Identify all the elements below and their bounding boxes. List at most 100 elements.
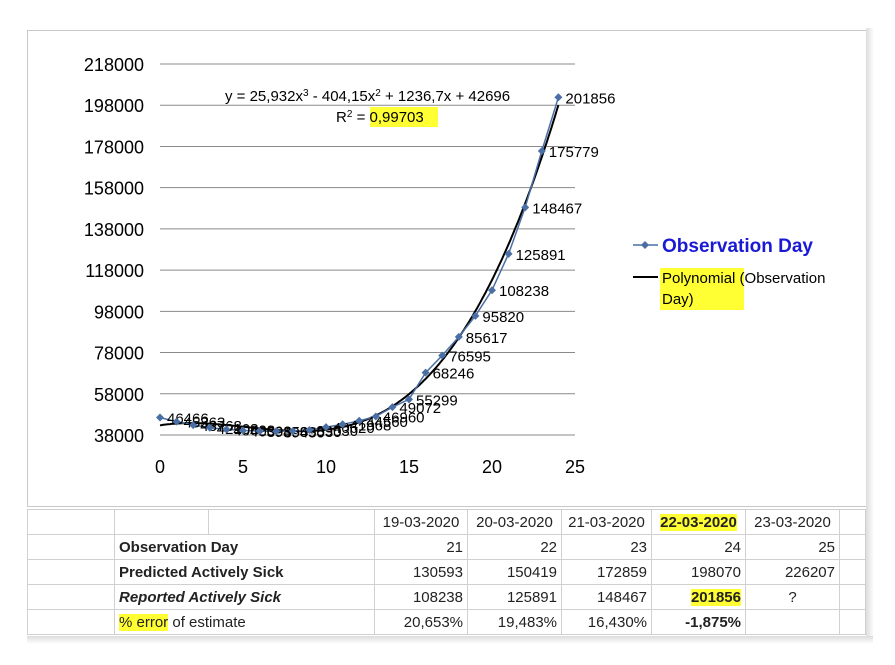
value-cell[interactable]: 19,483% — [467, 609, 562, 635]
data-label: 49072 — [399, 400, 441, 417]
value-cell[interactable]: 23 — [561, 534, 652, 560]
chart-svg: 38000 58000 78000 98000 118000 138000 158000 17… — [84, 55, 826, 477]
data-point — [156, 413, 164, 422]
value-cell-highlighted[interactable]: 201856 — [651, 584, 746, 610]
x-tick-label: 10 — [316, 457, 336, 477]
data-label: 148467 — [532, 200, 582, 217]
trendline-equation: y = 25,932x3 - 404,15x2 + 1236,7x + 4269… — [225, 88, 510, 106]
data-point — [471, 311, 480, 320]
y-tick-label: 78000 — [94, 344, 144, 364]
data-point — [272, 427, 281, 436]
data-label: 85617 — [466, 330, 508, 347]
value-cell[interactable]: 22 — [467, 534, 562, 560]
value-cell[interactable]: 150419 — [467, 559, 562, 585]
row-label[interactable]: Reported Actively Sick — [114, 584, 375, 610]
y-tick-label: 58000 — [94, 385, 144, 405]
sheet-shadow — [27, 636, 873, 644]
x-tick-label: 15 — [399, 457, 419, 477]
table-row-predicted: Predicted Actively Sick 130593 150419 17… — [27, 559, 866, 585]
data-table: 19-03-2020 20-03-2020 21-03-2020 22-03-2… — [27, 509, 866, 635]
legend-entry-trend-line2: Day) — [662, 291, 694, 308]
legend-entry-series: Observation Day — [662, 236, 813, 257]
date-cell[interactable]: 23-03-2020 — [745, 509, 840, 535]
value-cell[interactable]: 108238 — [374, 584, 468, 610]
date-cell[interactable]: 20-03-2020 — [467, 509, 562, 535]
legend-entry-trend: Polynomial (Observation — [662, 270, 825, 287]
data-label: 55299 — [416, 392, 458, 409]
data-label: 175779 — [549, 144, 599, 161]
value-cell[interactable]: 16,430% — [561, 609, 652, 635]
y-tick-label: 158000 — [84, 179, 144, 199]
x-tick-label: 20 — [482, 457, 502, 477]
y-tick-label: 178000 — [84, 137, 144, 157]
x-tick-label: 25 — [565, 457, 585, 477]
data-point — [189, 421, 198, 430]
data-label: 95820 — [482, 309, 524, 326]
data-point — [454, 332, 463, 341]
value-cell[interactable]: 130593 — [374, 559, 468, 585]
value-cell[interactable]: 172859 — [561, 559, 652, 585]
data-point — [288, 426, 297, 435]
value-cell[interactable]: 24 — [651, 534, 746, 560]
table-row-dates: 19-03-2020 20-03-2020 21-03-2020 22-03-2… — [27, 509, 866, 535]
value-cell[interactable] — [745, 609, 840, 635]
value-cell[interactable]: 198070 — [651, 559, 746, 585]
value-cell[interactable]: 226207 — [745, 559, 840, 585]
data-label: 42108 — [217, 421, 259, 438]
data-point — [504, 249, 513, 258]
trendline-polynomial — [159, 104, 560, 432]
data-point — [405, 395, 413, 404]
y-tick-label: 38000 — [94, 426, 144, 446]
date-cell-highlighted[interactable]: 22-03-2020 — [651, 509, 746, 535]
data-label: 68246 — [433, 366, 475, 383]
data-label: 76595 — [449, 348, 491, 365]
r-squared: R2 = 0,99703 — [336, 109, 424, 127]
value-cell[interactable]: ? — [745, 584, 840, 610]
data-point — [355, 416, 364, 425]
value-cell[interactable]: 21 — [374, 534, 468, 560]
y-tick-label: 198000 — [84, 96, 144, 116]
data-point — [488, 286, 496, 295]
value-cell[interactable]: 20,653% — [374, 609, 468, 635]
y-tick-label: 118000 — [85, 261, 144, 281]
data-point — [537, 147, 546, 156]
value-cell[interactable]: 125891 — [467, 584, 562, 610]
data-point — [388, 403, 397, 412]
legend-highlight — [660, 268, 744, 290]
data-point — [554, 93, 563, 102]
value-cell[interactable]: 148467 — [561, 584, 652, 610]
table-row-error: % error of estimate 20,653% 19,483% 16,4… — [27, 609, 866, 635]
sheet-shadow — [866, 28, 874, 638]
row-label[interactable]: % error of estimate — [114, 609, 375, 635]
chart-area[interactable]: 38000 58000 78000 98000 118000 138000 158000 17… — [27, 30, 867, 507]
data-label: 108238 — [499, 283, 549, 300]
data-point — [239, 426, 247, 435]
date-cell[interactable]: 19-03-2020 — [374, 509, 468, 535]
table-row-reported: Reported Actively Sick 108238 125891 148… — [27, 584, 866, 610]
value-cell[interactable]: 25 — [745, 534, 840, 560]
data-label: 40098 — [250, 423, 292, 440]
r2-highlight — [370, 107, 438, 127]
legend-series-marker — [641, 241, 649, 249]
row-label[interactable]: Observation Day — [114, 534, 375, 560]
data-point — [172, 417, 181, 426]
data-point — [438, 351, 447, 360]
data-point — [371, 412, 380, 421]
row-label[interactable]: Predicted Actively Sick — [114, 559, 375, 585]
table-row-observation-day: Observation Day 21 22 23 24 25 — [27, 534, 866, 560]
data-label: 125891 — [516, 247, 566, 264]
data-label: 201856 — [565, 90, 615, 107]
value-cell[interactable]: -1,875% — [651, 609, 746, 635]
y-tick-label: 138000 — [84, 220, 144, 240]
x-tick-label: 0 — [155, 457, 165, 477]
data-point — [205, 423, 214, 432]
data-point — [305, 426, 314, 435]
data-point — [521, 203, 530, 212]
legend-highlight — [660, 288, 744, 310]
date-cell[interactable]: 21-03-2020 — [561, 509, 652, 535]
y-tick-label: 98000 — [94, 302, 144, 322]
data-label: 46960 — [383, 409, 425, 426]
data-point — [421, 368, 430, 377]
data-point — [338, 420, 347, 429]
